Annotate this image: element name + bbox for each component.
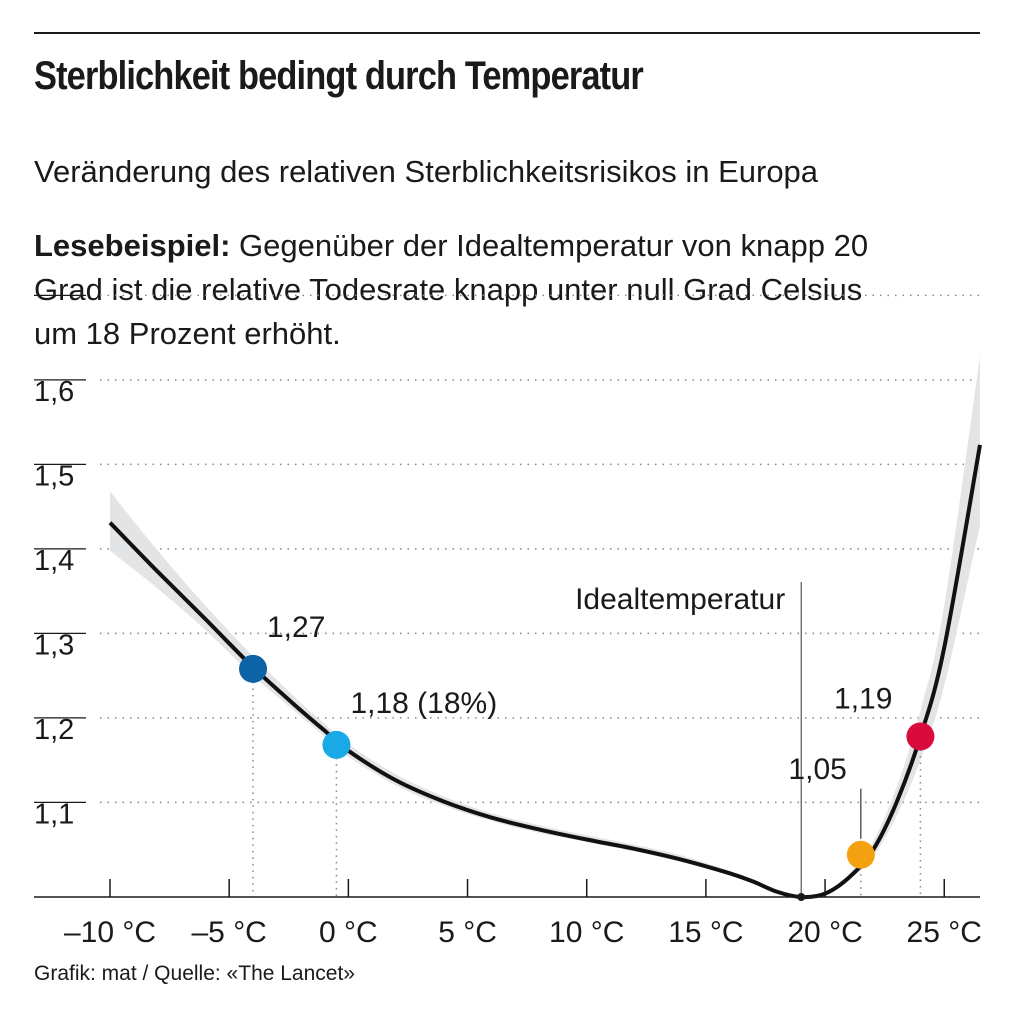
reading-example-text: Gegenüber der Idealtemperatur von knapp … xyxy=(34,228,869,351)
x-ticks: –10 °C –5 °C 0 °C 5 °C 10 °C 15 °C 20 °C 25 °C xyxy=(64,879,982,949)
reading-example-label: Lesebeispiel: xyxy=(34,228,231,263)
point-value-label: 1,18 (18%) xyxy=(350,687,497,720)
ideal-temperature-label: Idealtemperatur xyxy=(575,583,785,616)
highlight-point xyxy=(322,730,351,759)
source-note: Grafik: mat / Quelle: «The Lancet» xyxy=(34,962,355,985)
y-tick-label: 1,5 xyxy=(34,461,74,493)
y-tick-label: 1,2 xyxy=(34,714,74,746)
chart-subtitle: Veränderung des relativen Sterblichkeits… xyxy=(34,154,819,189)
point-value-label: 1,27 xyxy=(267,611,325,644)
y-tick-label: 1,6 xyxy=(34,376,74,408)
point-value-label: 1,19 xyxy=(834,682,892,715)
reading-example: Lesebeispiel: Gegenüber der Idealtempera… xyxy=(34,224,894,356)
confidence-band xyxy=(110,356,980,898)
y-tick-label: 1,3 xyxy=(34,630,74,662)
x-tick-label: 15 °C xyxy=(668,916,743,949)
highlight-point xyxy=(239,654,268,683)
y-tick-label: 1,1 xyxy=(34,799,74,831)
chart-title: Sterblichkeit bedingt durch Temperatur xyxy=(34,54,644,98)
y-tick-label: 1,4 xyxy=(34,545,74,577)
highlight-point xyxy=(906,722,935,751)
mortality-curve xyxy=(108,444,982,900)
x-tick-label: 25 °C xyxy=(907,916,982,949)
x-tick-label: –10 °C xyxy=(64,916,156,949)
y-ticks: 1,1 1,2 1,3 1,4 1,5 1,6 xyxy=(34,376,74,831)
highlight-points: 1,27 1,18 (18%) 1,05 1,19 xyxy=(239,611,935,869)
x-tick-label: 10 °C xyxy=(549,916,624,949)
highlight-point xyxy=(846,840,875,869)
ideal-temperature-marker xyxy=(797,893,806,901)
grid-layer xyxy=(34,294,980,804)
x-tick-label: 5 °C xyxy=(438,916,497,949)
point-value-label: 1,05 xyxy=(788,753,846,786)
x-tick-label: 20 °C xyxy=(787,916,862,949)
x-tick-label: –5 °C xyxy=(191,916,266,949)
x-tick-label: 0 °C xyxy=(319,916,378,949)
top-rule xyxy=(34,32,980,34)
